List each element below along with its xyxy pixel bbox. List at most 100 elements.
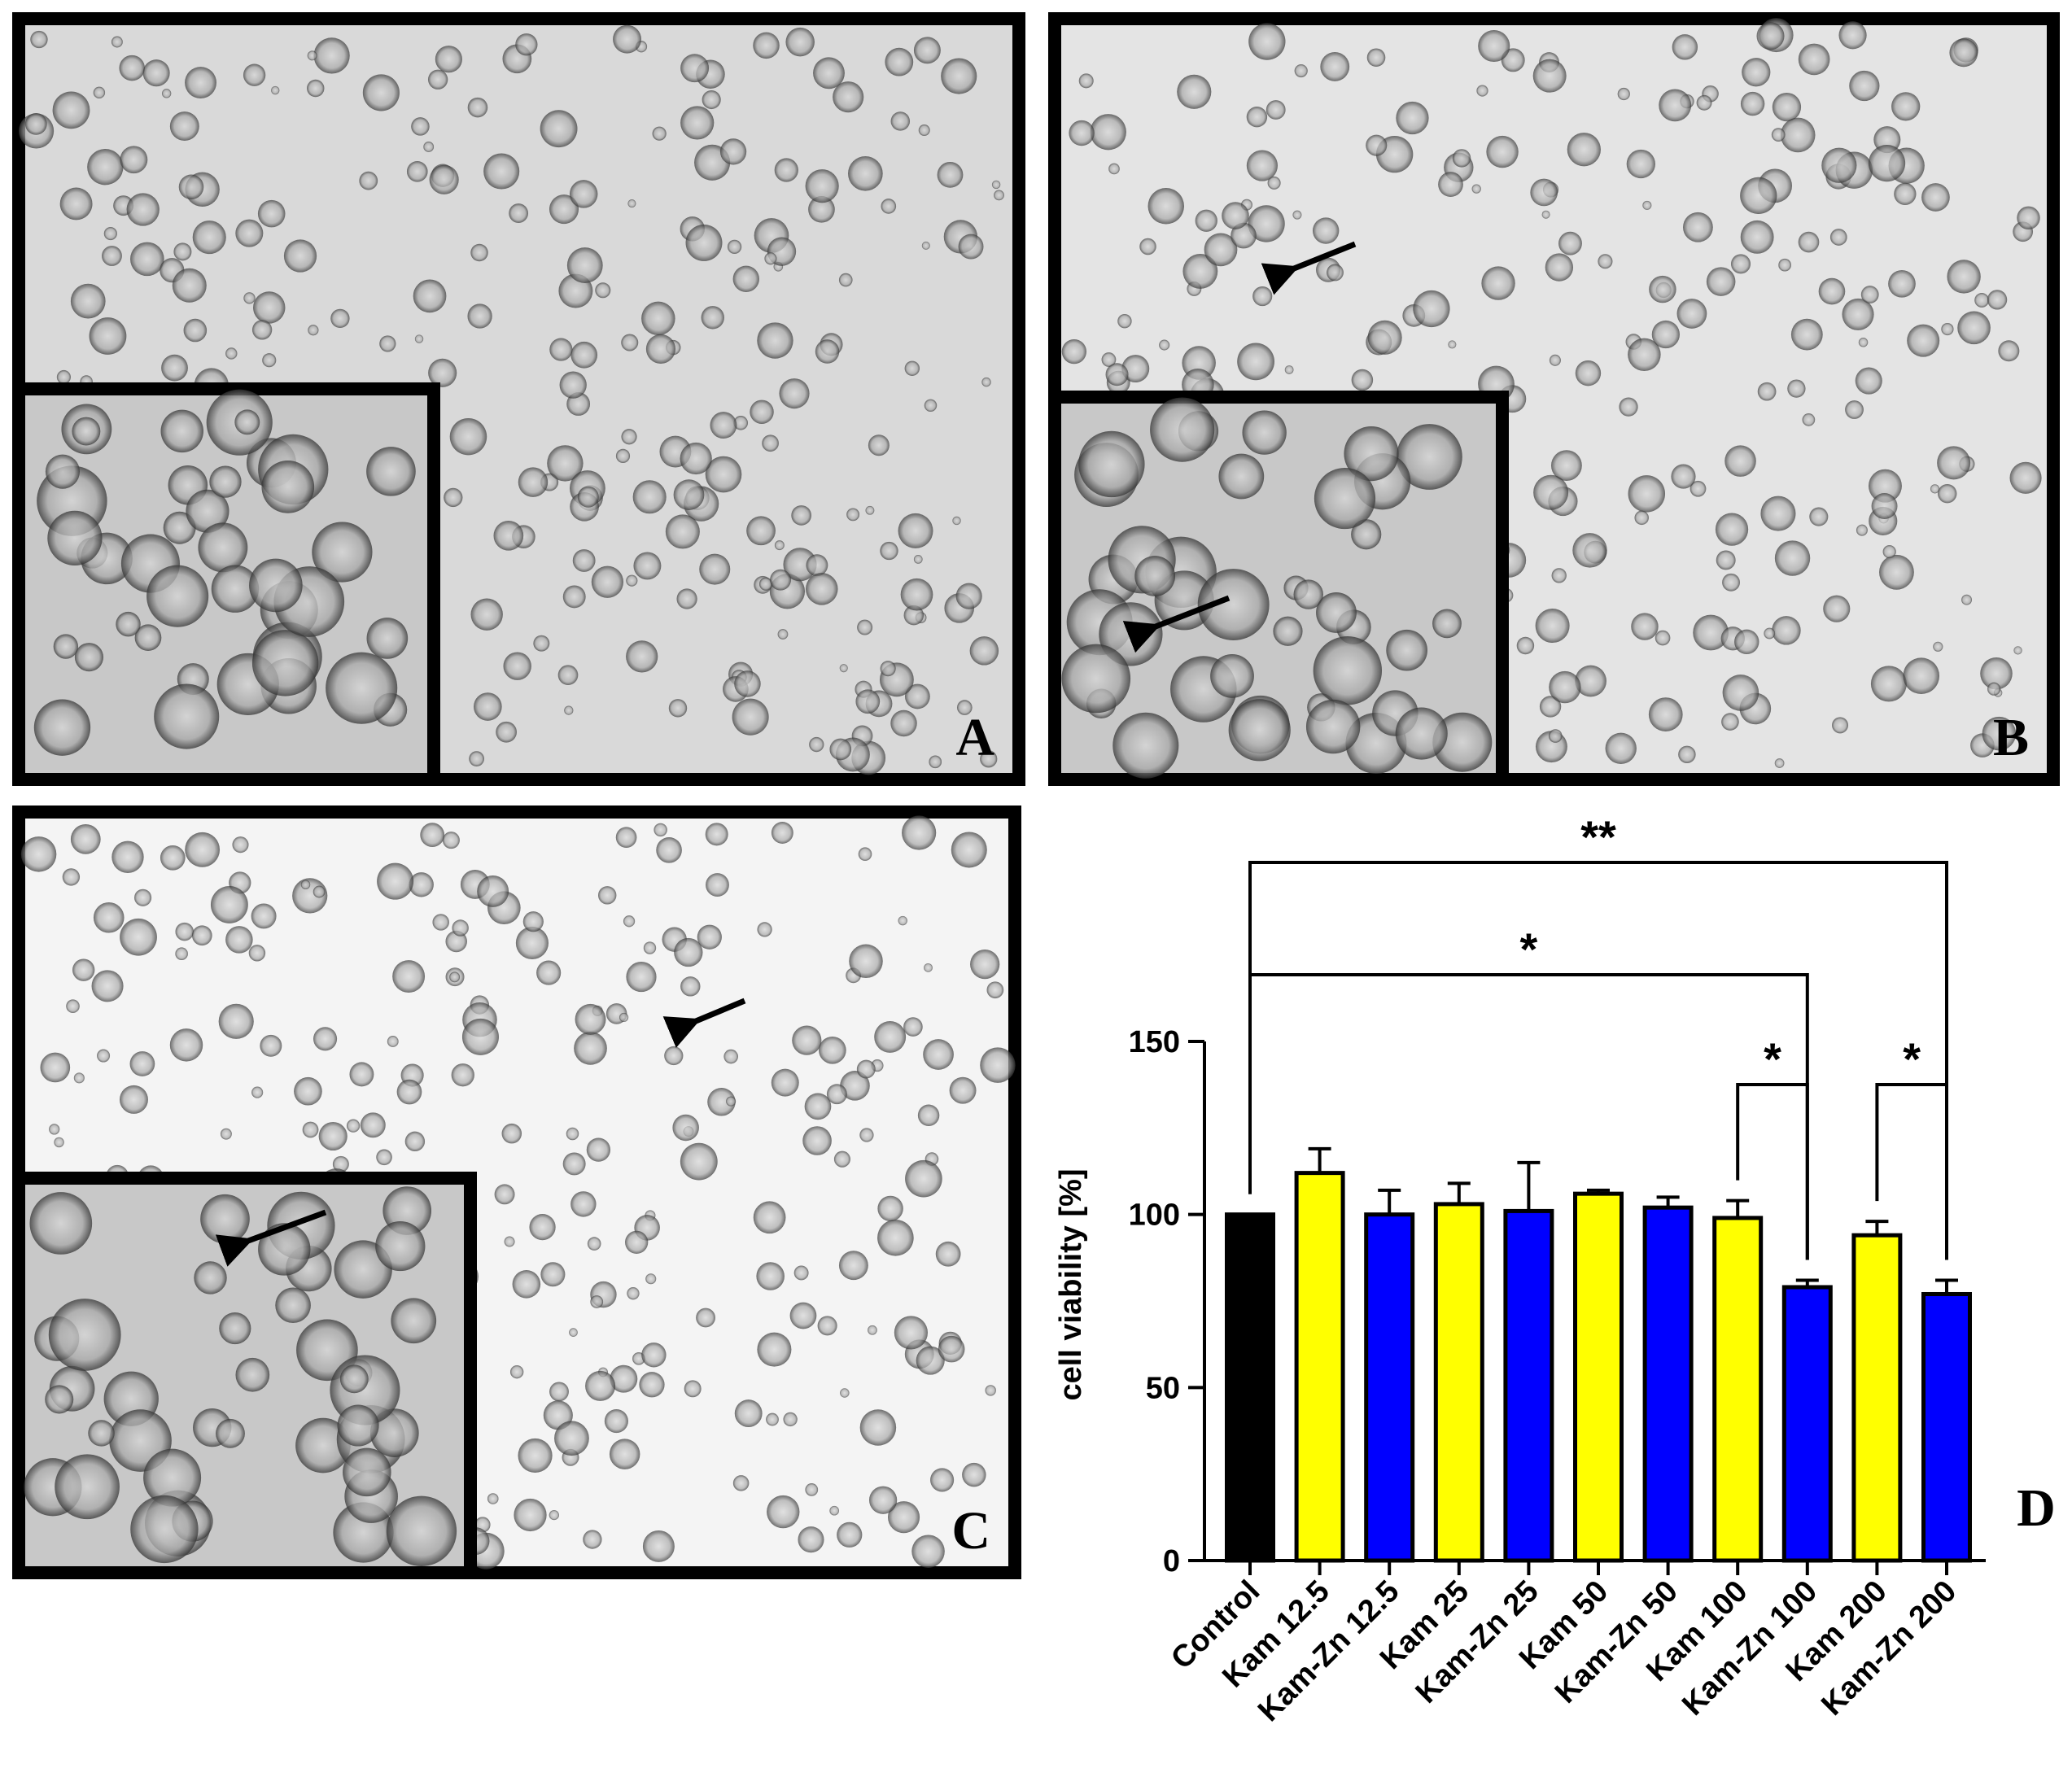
cell — [701, 306, 724, 330]
cell — [1351, 369, 1374, 391]
cell — [951, 832, 987, 868]
cell — [1558, 231, 1582, 255]
cell — [1756, 22, 1785, 50]
inset-cell — [337, 1404, 379, 1447]
cell — [785, 27, 815, 57]
cell — [732, 1475, 750, 1491]
cell — [877, 1195, 903, 1222]
cell — [753, 1201, 786, 1234]
cell — [1605, 732, 1637, 764]
cell — [1693, 614, 1729, 651]
cell — [723, 1049, 738, 1064]
cell — [549, 1509, 559, 1521]
bar — [1781, 1285, 1833, 1563]
cell — [762, 434, 779, 452]
cell — [1998, 340, 2020, 362]
cell — [461, 1018, 499, 1055]
cell — [865, 505, 875, 515]
cell — [1090, 114, 1126, 151]
cell — [566, 247, 603, 283]
cell — [89, 317, 127, 355]
cell — [1366, 48, 1386, 67]
panel-label: C — [951, 1501, 990, 1561]
inset-cell — [251, 630, 319, 696]
cell — [362, 74, 400, 111]
cell — [248, 945, 266, 962]
cell — [70, 283, 106, 319]
cell — [898, 513, 933, 548]
cell — [396, 1079, 422, 1105]
cell — [696, 1308, 715, 1328]
cell — [1760, 496, 1796, 531]
cell — [1448, 340, 1457, 349]
cell — [1845, 400, 1864, 419]
cell — [411, 117, 430, 136]
cell — [913, 37, 941, 64]
cell — [833, 1150, 850, 1168]
cell — [251, 320, 273, 340]
cell — [1860, 286, 1879, 303]
cell — [1642, 200, 1652, 210]
cell — [1778, 258, 1791, 272]
cell — [1809, 507, 1829, 526]
inset-cell — [1150, 397, 1215, 462]
cell — [1246, 107, 1268, 128]
y-tick-label: 100 — [1129, 1198, 1180, 1233]
cell — [1722, 573, 1740, 592]
cell — [684, 1380, 702, 1398]
cell — [994, 190, 1004, 201]
cell — [839, 664, 848, 673]
cell — [985, 1385, 996, 1396]
cell — [376, 1149, 392, 1166]
cell — [1987, 290, 2008, 310]
cell — [732, 265, 759, 293]
cell — [880, 661, 896, 677]
inset-cell — [1134, 556, 1176, 596]
cell — [191, 925, 212, 946]
cell — [66, 999, 80, 1013]
cell — [1649, 275, 1676, 303]
cell — [253, 291, 286, 324]
cell — [924, 399, 938, 413]
inset-cell — [366, 447, 416, 496]
cell — [413, 279, 447, 313]
cell — [435, 46, 462, 73]
cell — [734, 670, 761, 697]
cell — [134, 888, 152, 906]
cell — [467, 97, 488, 118]
cell — [1882, 544, 1896, 559]
cell — [1716, 550, 1736, 570]
inset-cell — [1061, 644, 1131, 714]
cell — [1549, 354, 1561, 366]
cell — [1551, 568, 1567, 583]
cell — [192, 220, 226, 255]
cell — [1980, 657, 2013, 690]
cell — [1903, 657, 1940, 694]
cell — [980, 1047, 1016, 1083]
cell — [757, 322, 793, 359]
cell — [572, 549, 596, 572]
cell — [957, 700, 973, 715]
cell — [826, 1084, 847, 1105]
cell — [1195, 209, 1217, 232]
cell — [173, 242, 192, 261]
inset-cell — [116, 611, 141, 637]
cell — [243, 292, 256, 304]
cell — [559, 371, 587, 399]
cell — [1721, 713, 1739, 731]
significance-label: ** — [1580, 811, 1616, 862]
cell — [1947, 260, 1981, 294]
cell — [504, 1236, 515, 1247]
cell — [734, 1399, 763, 1428]
cell — [1974, 293, 1990, 308]
bar — [1851, 1233, 1903, 1563]
cell — [583, 1530, 602, 1549]
cell — [1651, 320, 1680, 349]
cell — [641, 1342, 667, 1368]
cell — [590, 1295, 604, 1308]
inset-cell — [211, 565, 260, 613]
inset-cell — [186, 489, 229, 533]
inset-cell — [55, 1454, 120, 1520]
cell — [732, 698, 769, 736]
micrograph: B — [1048, 12, 2060, 786]
